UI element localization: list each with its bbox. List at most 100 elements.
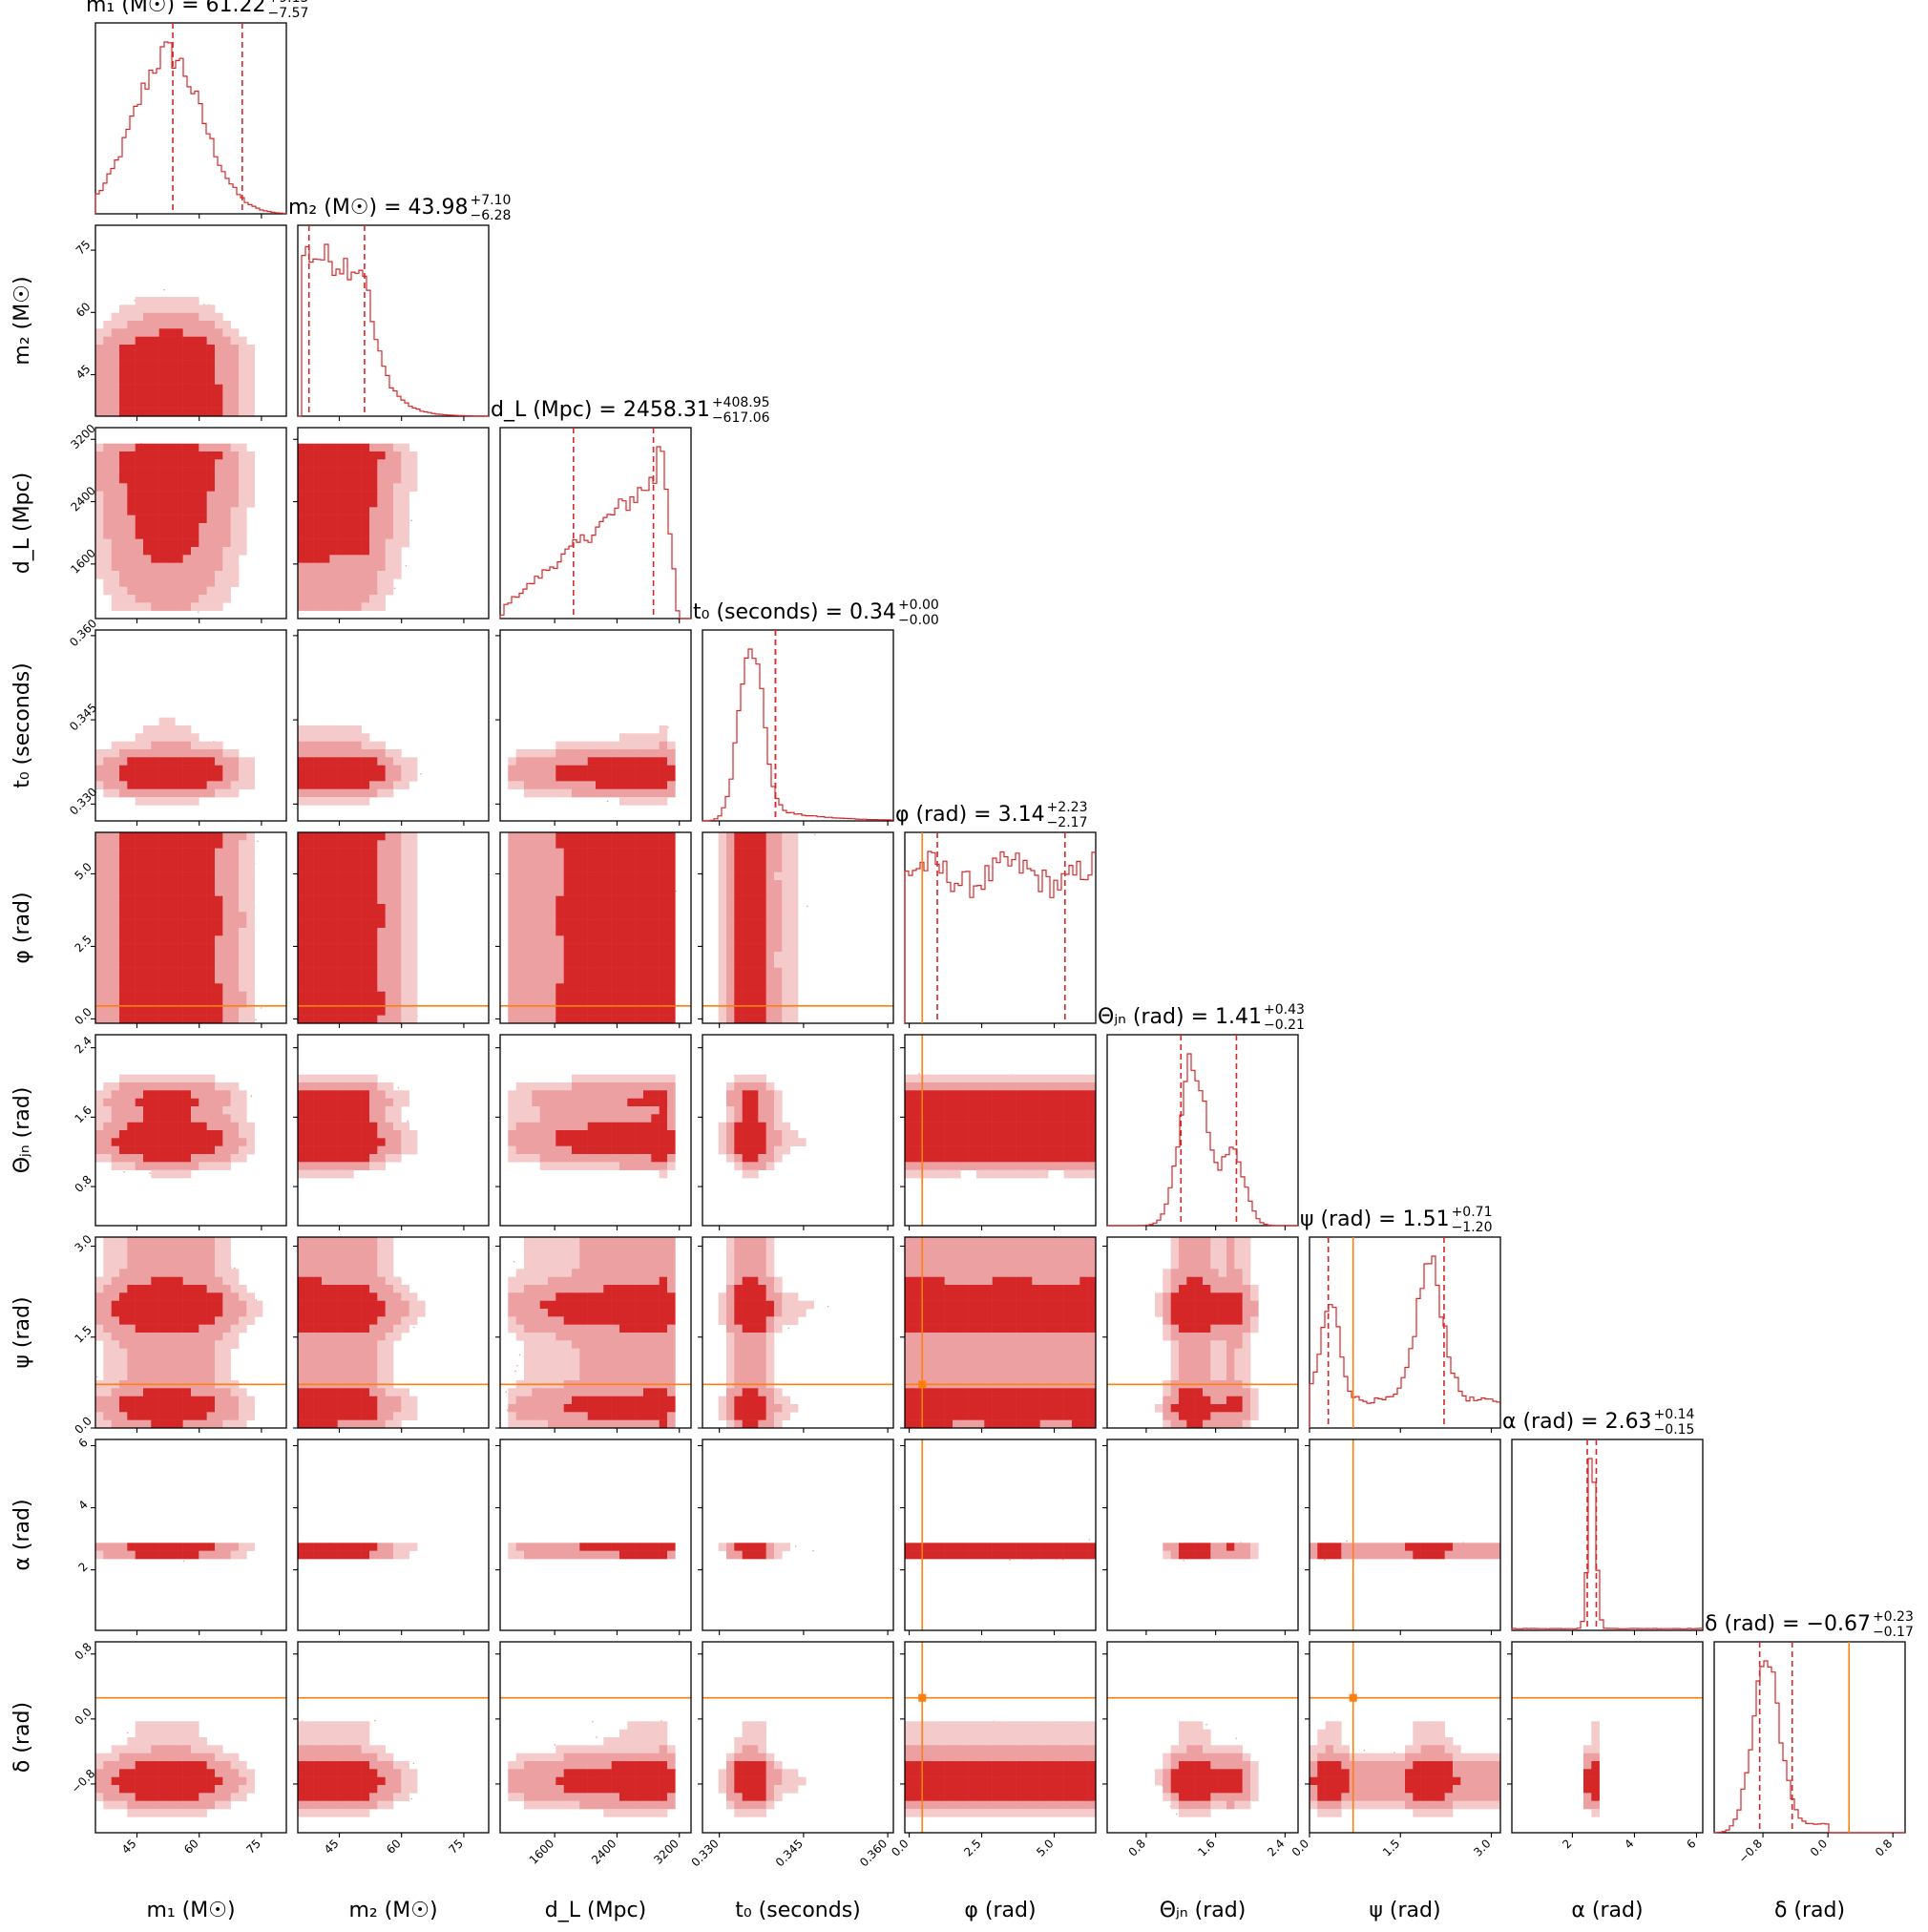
density-cell (222, 392, 231, 401)
density-cell (207, 749, 216, 758)
density-cell (183, 1114, 192, 1123)
density-cell (555, 1138, 564, 1146)
density-cell (743, 1138, 751, 1146)
density-cell (660, 935, 668, 944)
density-cell (734, 944, 743, 953)
density-cell (119, 368, 128, 377)
density-cell (643, 1154, 652, 1163)
density-cell (329, 781, 338, 789)
density-cell (136, 1162, 144, 1170)
density-cell (660, 1162, 668, 1170)
density-cell (377, 578, 386, 587)
density-cell (112, 313, 120, 322)
density-cell (215, 952, 223, 960)
density-cell (231, 952, 240, 960)
density-cell (222, 789, 231, 798)
density-cell (362, 1123, 370, 1131)
density-cell (603, 1162, 612, 1170)
density-cell (103, 539, 112, 548)
density-cell (508, 920, 516, 929)
density-cell (222, 1261, 231, 1270)
density-cell (369, 773, 378, 782)
density-cell (774, 864, 783, 872)
density-cell (207, 1316, 216, 1325)
density-cell (338, 1170, 346, 1179)
density-cell (207, 492, 216, 500)
density-cell (239, 1130, 247, 1139)
density-cell (782, 856, 790, 865)
density-cell (667, 1154, 676, 1163)
density-cell (1088, 1138, 1097, 1146)
density-cell (159, 444, 168, 452)
density-cell (127, 459, 136, 468)
density-cell (207, 523, 216, 532)
density-cell (603, 912, 612, 920)
density-cell (199, 1349, 207, 1357)
density-cell (143, 959, 152, 968)
density-cell (167, 1114, 176, 1123)
density-cell (766, 976, 775, 984)
density-cell (643, 1016, 652, 1024)
density-cell (231, 959, 240, 968)
density-cell (508, 928, 516, 936)
density-cell (136, 571, 144, 579)
density-cell (298, 1146, 306, 1155)
density-cell (353, 1162, 362, 1170)
density-cell (555, 896, 564, 905)
density-cell (555, 856, 564, 865)
density-cell (119, 773, 128, 782)
density-cell (322, 1162, 330, 1170)
density-cell (660, 856, 668, 865)
panel-dL-vs-t0 (500, 630, 691, 821)
density-cell (298, 849, 306, 857)
density-cell (127, 789, 136, 798)
density-cell (596, 976, 604, 984)
density-cell (588, 832, 597, 841)
density-cell (199, 1404, 207, 1413)
density-cell (329, 856, 338, 865)
density-cell (588, 880, 597, 889)
density-cell (346, 832, 354, 841)
density-cell (305, 742, 314, 750)
density-cell (183, 976, 192, 984)
density-cell (540, 1082, 549, 1091)
density-cell (175, 555, 183, 563)
density-cell (119, 578, 128, 587)
density-cell (183, 1412, 192, 1420)
density-cell (305, 1138, 314, 1146)
density-cell (167, 1333, 176, 1341)
density-cell (298, 1007, 306, 1016)
density-cell (338, 547, 346, 556)
density-cell (386, 952, 394, 960)
density-cell (386, 872, 394, 881)
density-cell (750, 856, 759, 865)
density-cell (167, 928, 176, 936)
density-cell (1016, 1114, 1025, 1123)
density-cell (207, 1162, 216, 1170)
density-cell (159, 1162, 168, 1170)
density-cell (112, 840, 120, 849)
density-cell (564, 992, 573, 1000)
density-cell (207, 1364, 216, 1373)
density-cell (726, 1146, 735, 1155)
density-cell (143, 368, 152, 377)
density-cell (346, 1138, 354, 1146)
density-cell (540, 992, 549, 1000)
density-cell (386, 547, 394, 556)
density-cell (183, 1285, 192, 1293)
density-cell (151, 1349, 159, 1357)
density-cell (298, 983, 306, 992)
density-cell (353, 1007, 362, 1016)
density-cell (215, 1237, 223, 1246)
density-cell (175, 1412, 183, 1420)
density-cell (322, 952, 330, 960)
density-cell (993, 1106, 1001, 1115)
density-cell (159, 1090, 168, 1099)
density-cell (564, 773, 573, 782)
density-cell (524, 944, 533, 953)
density-cell (199, 1333, 207, 1341)
sample-point (96, 1376, 98, 1378)
density-cell (377, 1130, 386, 1139)
density-cell (215, 1082, 223, 1091)
density-cell (993, 1146, 1001, 1155)
